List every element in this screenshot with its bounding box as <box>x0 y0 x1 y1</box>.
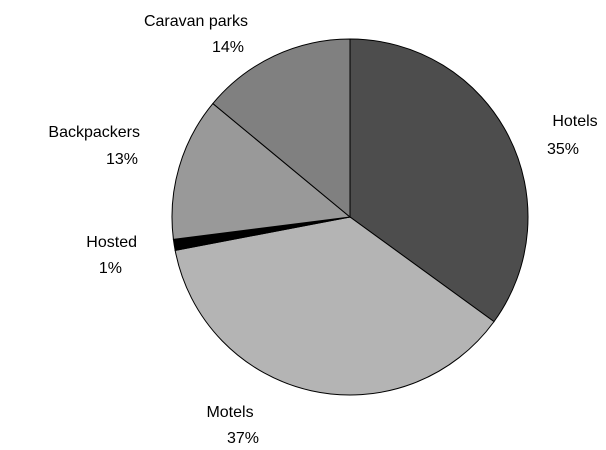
slice-value-label: 14% <box>212 39 244 56</box>
pie-slice <box>212 38 351 219</box>
slice-label: Motels <box>206 404 253 421</box>
slice-value-label: 37% <box>227 430 259 447</box>
slice-label: Hotels <box>552 113 597 130</box>
pie-slice <box>171 102 352 240</box>
slice-label: Backpackers <box>48 124 140 141</box>
pie-slice <box>174 216 495 396</box>
slice-value-label: 13% <box>106 151 138 168</box>
pie-slice <box>349 38 529 323</box>
slice-value-label: 35% <box>547 141 579 158</box>
slice-value-label: 1% <box>99 260 122 277</box>
slice-label: Hosted <box>86 234 137 251</box>
slice-label: Caravan parks <box>144 13 248 30</box>
